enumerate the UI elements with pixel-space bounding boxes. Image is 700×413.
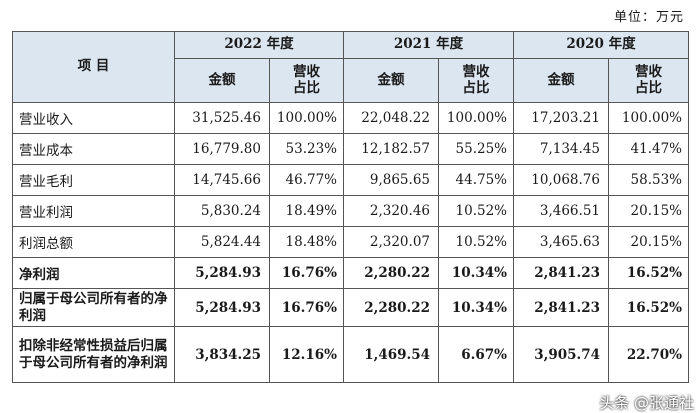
cell-amount: 2,280.22	[343, 257, 439, 289]
header-year-2022: 2022 年度	[174, 31, 344, 59]
cell-amount: 2,320.07	[343, 226, 439, 258]
cell-amount: 2,841.23	[513, 257, 609, 289]
unit-label: 单位：万元	[613, 10, 684, 25]
cell-ratio: 18.49%	[269, 195, 344, 227]
cell-ratio: 16.76%	[269, 288, 344, 327]
table-row: 营业成本 16,779.80 53.23% 12,182.57 55.25% 7…	[12, 133, 689, 165]
cell-ratio: 100.00%	[438, 102, 514, 134]
header-item: 项 目	[12, 31, 175, 103]
cell-amount: 12,182.57	[343, 133, 439, 165]
cell-ratio: 12.16%	[269, 326, 344, 383]
cell-amount: 2,841.23	[513, 288, 609, 327]
header-ratio: 营收 占比	[608, 58, 689, 103]
cell-amount: 10,068.76	[513, 164, 609, 196]
table-row: 扣除非经常性损益后归属于母公司所有者的净利润 3,834.25 12.16% 1…	[12, 326, 689, 383]
header-year-2021: 2021 年度	[343, 31, 514, 59]
cell-amount: 5,284.93	[174, 288, 270, 327]
cell-amount: 7,134.45	[513, 133, 609, 165]
table-row: 利润总额 5,824.44 18.48% 2,320.07 10.52% 3,4…	[12, 226, 689, 258]
cell-ratio: 100.00%	[608, 102, 689, 134]
cell-ratio: 58.53%	[608, 164, 689, 196]
cell-ratio: 41.47%	[608, 133, 689, 165]
cell-amount: 31,525.46	[174, 102, 270, 134]
table-row: 营业收入 31,525.46 100.00% 22,048.22 100.00%…	[12, 102, 689, 134]
row-label: 净利润	[12, 257, 175, 289]
header-amount: 金额	[513, 58, 609, 103]
cell-amount: 3,466.51	[513, 195, 609, 227]
cell-ratio: 10.52%	[438, 195, 514, 227]
cell-ratio: 44.75%	[438, 164, 514, 196]
cell-amount: 9,865.65	[343, 164, 439, 196]
cell-amount: 22,048.22	[343, 102, 439, 134]
cell-amount: 5,824.44	[174, 226, 270, 258]
row-label: 扣除非经常性损益后归属于母公司所有者的净利润	[12, 326, 175, 383]
row-label: 营业收入	[12, 102, 175, 134]
cell-ratio: 55.25%	[438, 133, 514, 165]
cell-amount: 5,830.24	[174, 195, 270, 227]
row-label: 归属于母公司所有者的净利润	[12, 288, 175, 327]
cell-ratio: 22.70%	[608, 326, 689, 383]
cell-amount: 3,834.25	[174, 326, 270, 383]
header-amount: 金额	[343, 58, 439, 103]
financial-table: 项 目 2022 年度 2021 年度 2020 年度 金额 营收 占比 金额 营…	[12, 31, 689, 383]
cell-ratio: 46.77%	[269, 164, 344, 196]
cell-ratio: 10.52%	[438, 226, 514, 258]
cell-ratio: 16.52%	[608, 257, 689, 289]
cell-ratio: 16.52%	[608, 288, 689, 327]
cell-ratio: 100.00%	[269, 102, 344, 134]
cell-amount: 1,469.54	[343, 326, 439, 383]
cell-ratio: 16.76%	[269, 257, 344, 289]
cell-amount: 3,905.74	[513, 326, 609, 383]
cell-amount: 17,203.21	[513, 102, 609, 134]
row-label: 营业毛利	[12, 164, 175, 196]
row-label: 营业利润	[12, 195, 175, 227]
header-amount: 金额	[174, 58, 270, 103]
cell-ratio: 20.15%	[608, 195, 689, 227]
table-row: 净利润 5,284.93 16.76% 2,280.22 10.34% 2,84…	[12, 257, 689, 289]
cell-ratio: 53.23%	[269, 133, 344, 165]
cell-ratio: 10.34%	[438, 257, 514, 289]
cell-ratio: 6.67%	[438, 326, 514, 383]
row-label: 利润总额	[12, 226, 175, 258]
cell-ratio: 18.48%	[269, 226, 344, 258]
table-row: 归属于母公司所有者的净利润 5,284.93 16.76% 2,280.22 1…	[12, 288, 689, 327]
cell-amount: 16,779.80	[174, 133, 270, 165]
header-year-2020: 2020 年度	[513, 31, 689, 59]
row-label: 营业成本	[12, 133, 175, 165]
cell-amount: 2,320.46	[343, 195, 439, 227]
watermark: 头条 @张通社	[599, 394, 694, 412]
header-ratio: 营收 占比	[438, 58, 514, 103]
cell-ratio: 10.34%	[438, 288, 514, 327]
cell-amount: 5,284.93	[174, 257, 270, 289]
table-row: 营业利润 5,830.24 18.49% 2,320.46 10.52% 3,4…	[12, 195, 689, 227]
cell-amount: 14,745.66	[174, 164, 270, 196]
cell-ratio: 20.15%	[608, 226, 689, 258]
header-ratio: 营收 占比	[269, 58, 344, 103]
cell-amount: 2,280.22	[343, 288, 439, 327]
cell-amount: 3,465.63	[513, 226, 609, 258]
table-row: 营业毛利 14,745.66 46.77% 9,865.65 44.75% 10…	[12, 164, 689, 196]
